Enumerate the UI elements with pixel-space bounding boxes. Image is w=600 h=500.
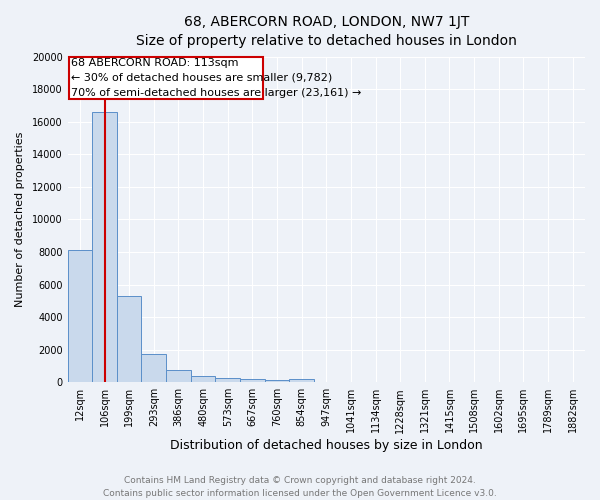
Bar [240,379,265,382]
Bar [191,376,215,382]
Bar [142,354,166,382]
Bar [117,296,142,382]
Bar [215,378,240,382]
Bar [166,370,191,382]
Bar [289,379,314,382]
Bar [69,56,263,99]
Text: 68 ABERCORN ROAD: 113sqm
← 30% of detached houses are smaller (9,782)
70% of sem: 68 ABERCORN ROAD: 113sqm ← 30% of detach… [71,58,362,98]
Title: 68, ABERCORN ROAD, LONDON, NW7 1JT
Size of property relative to detached houses : 68, ABERCORN ROAD, LONDON, NW7 1JT Size … [136,15,517,48]
Bar [265,380,289,382]
Bar [92,112,117,382]
Text: Contains HM Land Registry data © Crown copyright and database right 2024.
Contai: Contains HM Land Registry data © Crown c… [103,476,497,498]
Bar [68,250,92,382]
Y-axis label: Number of detached properties: Number of detached properties [15,132,25,307]
X-axis label: Distribution of detached houses by size in London: Distribution of detached houses by size … [170,440,482,452]
